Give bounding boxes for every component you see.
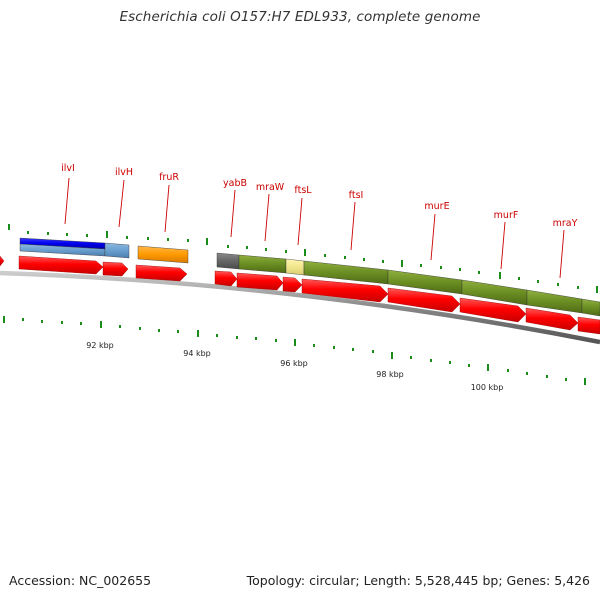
cds-arrow-fruR: [135, 264, 188, 282]
kbp-label-100: 100 kbp: [471, 383, 504, 392]
leader-ftsL: [297, 197, 303, 246]
lower-tick-row: [3, 316, 586, 385]
accession-label: Accession: NC_002655: [9, 573, 152, 588]
feature-fruR-orange: [137, 245, 189, 264]
map-title: Escherichia coli O157:H7 EDL933, complet…: [119, 9, 481, 25]
feature-track-upper: [19, 237, 600, 317]
leader-ilvH: [118, 179, 125, 228]
genome-stats-label: Topology: circular; Length: 5,528,445 bp…: [246, 573, 590, 588]
leader-ilvI: [64, 177, 70, 225]
cds-arrow-mraW: [236, 272, 284, 291]
gene-label-mraW: mraW: [256, 182, 285, 193]
gene-label-ilvI: ilvI: [61, 163, 75, 174]
cds-arrow-next: [577, 316, 600, 335]
cds-track: [0, 255, 600, 335]
cds-arrow-ilvH: [102, 261, 129, 277]
kbp-label-94: 94 kbp: [183, 349, 211, 358]
feature-ftsL-khaki: [285, 258, 305, 276]
feature-yabB-gray: [216, 252, 240, 270]
gene-label-mraY: mraY: [553, 218, 578, 229]
leader-mraW: [264, 193, 270, 242]
cds-arrow-yabB: [214, 270, 238, 287]
cds-arrow-ftsL: [282, 276, 303, 293]
gene-label-murF: murF: [494, 210, 519, 221]
leader-mraY: [559, 229, 565, 279]
gene-leaders: [64, 177, 565, 279]
kbp-label-98: 98 kbp: [376, 370, 404, 379]
leader-ftsI: [350, 201, 356, 251]
cds-arrow-ilvI: [18, 255, 104, 275]
leader-murE: [430, 213, 436, 261]
leader-yabB: [230, 189, 236, 238]
kbp-label-96: 96 kbp: [280, 359, 308, 368]
genome-backbone: [0, 270, 600, 345]
cds-arrow-ftsI: [301, 278, 389, 303]
kbp-labels: 92 kbp 94 kbp 96 kbp 98 kbp 100 kbp: [86, 341, 503, 392]
feature-ilvH-steelblue: [104, 242, 130, 259]
gene-label-ftsI: ftsI: [349, 190, 364, 201]
leader-murF: [500, 221, 506, 270]
kbp-label-92: 92 kbp: [86, 341, 114, 350]
gene-label-yabB: yabB: [223, 178, 247, 189]
cds-arrow-murF: [459, 297, 527, 323]
feature-mraW-olive: [238, 254, 287, 274]
gene-label-ftsL: ftsL: [294, 185, 312, 196]
feature-next-olive: [581, 298, 600, 317]
gene-label-ilvH: ilvH: [115, 167, 133, 178]
upper-tick-row: [8, 224, 598, 293]
cds-arrow-mraY: [525, 307, 579, 331]
cds-arrow-edge: [0, 255, 5, 267]
gene-label-murE: murE: [424, 201, 449, 212]
gene-label-fruR: fruR: [159, 172, 179, 183]
cds-arrow-murE: [387, 287, 461, 313]
gene-labels: ilvI ilvH fruR yabB mraW ftsL ftsI murE …: [61, 163, 577, 229]
leader-fruR: [164, 184, 170, 233]
